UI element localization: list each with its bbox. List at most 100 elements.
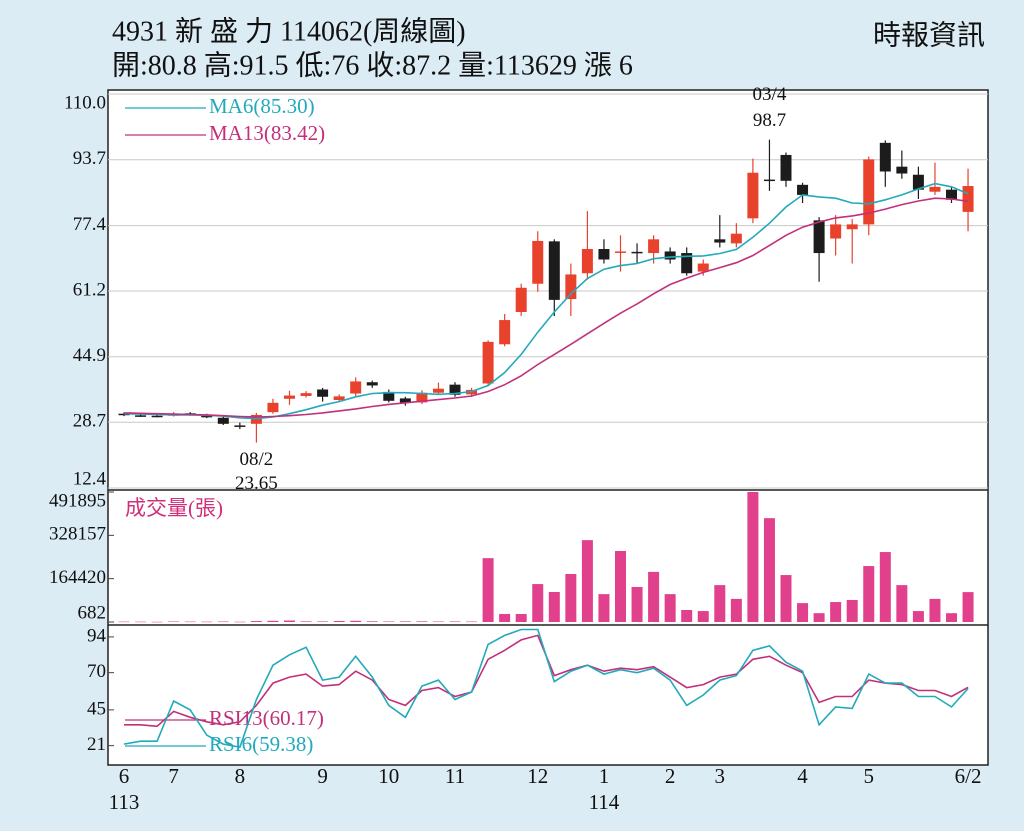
volume-bar (482, 558, 494, 622)
y-tick-label: 682 (78, 602, 107, 623)
x-tick-label: 12 (527, 764, 548, 788)
candle-body (151, 415, 163, 418)
candle-body (846, 224, 858, 230)
candle-body (631, 251, 643, 254)
candle-body (532, 240, 544, 284)
x-tick-label: 3 (715, 764, 726, 788)
y-tick-label: 328157 (49, 524, 106, 545)
summary: 開:80.8 高:91.5 低:76 收:87.2 量:113629 漲 6 (112, 49, 633, 81)
y-tick-label: 45 (87, 698, 106, 719)
volume-bar (681, 610, 693, 622)
volume-bar (863, 566, 875, 622)
legend-label: RSI6(59.38) (209, 732, 313, 756)
candle-body (763, 179, 775, 182)
legend-label: RSI13(60.17) (209, 706, 324, 730)
candle-body (284, 395, 295, 399)
volume-bar (581, 540, 593, 622)
series-line (123, 628, 969, 749)
annotation-date: 08/2 (240, 449, 274, 470)
volume-bar (797, 603, 809, 622)
legend-label: MA13(83.42) (209, 121, 325, 145)
annotation-value: 23.65 (235, 473, 278, 494)
volume-bar (466, 621, 478, 623)
y-tick-label: 61.2 (73, 279, 106, 300)
candle-body (416, 392, 428, 403)
candle-body (664, 251, 676, 260)
volume-bar (201, 621, 213, 623)
candle-body (780, 154, 792, 181)
y-tick-label: 70 (87, 661, 106, 682)
candle-body (797, 184, 809, 195)
volume-title: 成交量(張) (125, 496, 223, 520)
volume-bar (598, 594, 610, 622)
plot-frame (107, 89, 989, 766)
volume-bar (250, 621, 262, 622)
candle-body (300, 393, 312, 396)
candle-body (217, 417, 229, 424)
volume-bar (929, 598, 941, 622)
y-tick-label: 93.7 (73, 148, 106, 169)
volume-bar (780, 575, 792, 622)
annotation-date: 03/4 (753, 84, 787, 105)
x-tick-label: 2 (665, 764, 676, 788)
y-tick-label: 21 (87, 734, 106, 755)
annotation-value: 98.7 (753, 110, 786, 131)
candle-body (615, 251, 626, 253)
x-tick-label: 6/2 (955, 764, 982, 788)
candle-body (929, 186, 941, 192)
volume-bar (350, 620, 362, 622)
x-year-label: 114 (589, 790, 620, 814)
candle-body (201, 414, 213, 418)
volume-bar (284, 620, 295, 622)
x-tick-label: 4 (797, 764, 808, 788)
candle-body (234, 425, 246, 427)
y-tick-label: 44.9 (73, 345, 106, 366)
volume-bar (896, 585, 908, 622)
volume-bar (664, 594, 676, 622)
candle-body (863, 159, 875, 225)
x-tick-label: 10 (378, 764, 399, 788)
candle-body (598, 249, 610, 260)
chart-title: 4931 新 盛 力 114062(周線圖) (112, 15, 466, 47)
y-tick-label: 110.0 (64, 92, 106, 113)
candle-body (879, 142, 891, 172)
volume-bar (714, 585, 726, 622)
candle-body (499, 320, 511, 345)
volume-bar (217, 621, 229, 623)
candle-body (581, 249, 593, 274)
volume-bar (846, 599, 858, 622)
y-tick-label: 77.4 (73, 214, 107, 235)
x-tick-label: 8 (235, 764, 246, 788)
x-tick-label: 9 (317, 764, 328, 788)
volume-bar (267, 620, 279, 622)
x-year-label: 113 (109, 790, 140, 814)
volume-bar (432, 621, 444, 623)
volume-bar (648, 571, 660, 622)
volume-bar (631, 586, 643, 622)
volume-bar (747, 492, 759, 622)
volume-bar (333, 620, 345, 622)
volume-bar (813, 613, 825, 622)
candle-body (565, 274, 577, 300)
candle-body (912, 174, 924, 190)
x-tick-label: 7 (168, 764, 179, 788)
y-tick-label: 491895 (49, 490, 106, 511)
series-line (123, 197, 969, 418)
candle-body (135, 415, 147, 417)
volume-bar (499, 613, 511, 622)
candle-body (962, 186, 974, 212)
series-line (123, 182, 969, 420)
volume-bar (184, 621, 196, 623)
volume-bar (118, 621, 130, 623)
volume-bar (416, 621, 428, 622)
volume-bar (946, 613, 957, 622)
candle-body (333, 396, 345, 400)
volume-bar (830, 602, 842, 622)
volume-bar (912, 611, 924, 622)
volume-bar (168, 621, 180, 622)
volume-bar (135, 621, 147, 623)
candle-body (548, 241, 560, 300)
candle-body (714, 239, 726, 243)
candle-body (946, 189, 957, 200)
